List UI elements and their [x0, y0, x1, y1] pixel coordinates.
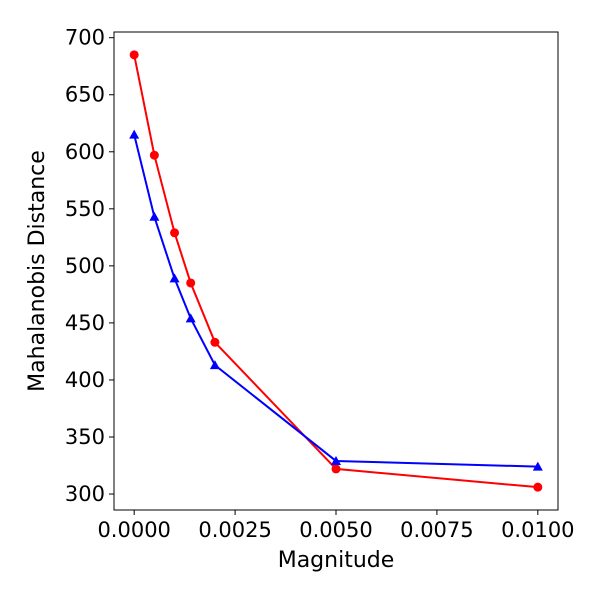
blue-triangle-series-point	[209, 360, 220, 370]
x-tick-label: 0.0025	[198, 518, 271, 542]
y-tick-label: 700	[65, 26, 105, 50]
blue-triangle-series-point	[185, 313, 196, 323]
y-tick-label: 300	[65, 482, 105, 506]
series-layer	[129, 50, 543, 492]
red-circle-series-point	[149, 150, 159, 160]
y-axis-ticks: 300 350 400 450 500 550 600 650 700	[65, 26, 114, 506]
red-circle-series-point	[533, 482, 543, 492]
blue-triangle-series-point	[169, 273, 180, 283]
x-tick-label: 0.0100	[501, 518, 574, 542]
y-axis-label: Mahalanobis Distance	[25, 150, 50, 392]
red-circle-series-point	[210, 337, 220, 347]
y-tick-label: 550	[65, 197, 105, 221]
y-tick-label: 500	[65, 254, 105, 278]
y-tick-label: 400	[65, 368, 105, 392]
blue-triangle-series-point	[331, 455, 341, 465]
plot-area	[114, 32, 558, 510]
red-circle-series-point	[331, 464, 341, 474]
blue-triangle-series-point	[149, 211, 160, 221]
y-tick-label: 650	[65, 83, 105, 107]
red-circle-series-point	[129, 50, 139, 60]
blue-triangle-series-point	[129, 129, 140, 139]
red-circle-series-point	[170, 228, 180, 238]
y-tick-label: 600	[65, 140, 105, 164]
x-axis-ticks: 0.0000 0.0025 0.0050 0.0075 0.0100	[97, 510, 575, 542]
red-circle-series-point	[186, 278, 196, 288]
x-axis-label: Magnitude	[278, 548, 395, 573]
blue-triangle-series-point	[532, 461, 543, 471]
y-tick-label: 450	[65, 311, 105, 335]
y-tick-label: 350	[65, 425, 105, 449]
x-tick-label: 0.0050	[299, 518, 372, 542]
x-tick-label: 0.0000	[97, 518, 170, 542]
x-tick-label: 0.0075	[400, 518, 473, 542]
